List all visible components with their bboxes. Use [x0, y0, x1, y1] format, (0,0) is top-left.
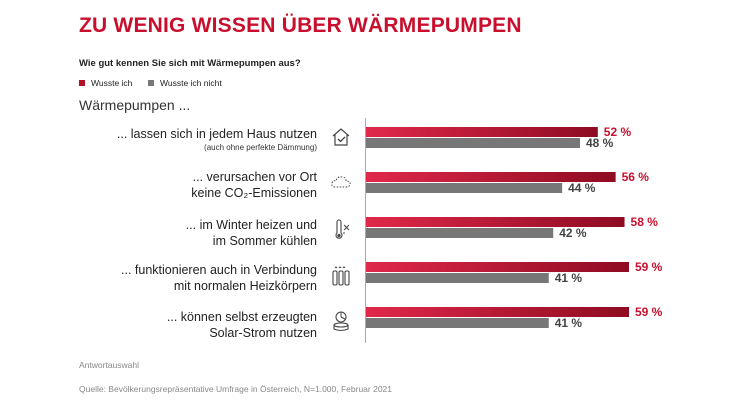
row-label-5: ... können selbst erzeugten Solar-Strom … [167, 309, 317, 341]
legend-label-knew: Wusste ich [91, 78, 133, 88]
legend-label-not-knew: Wusste ich nicht [160, 78, 222, 88]
row-label-2-line2: keine CO₂-Emissionen [191, 186, 317, 200]
row-label-4-line2: mit normalen Heizkörpern [173, 279, 317, 293]
bar-not-knew-1 [366, 138, 580, 148]
footer-source: Quelle: Bevölkerungsrepräsentative Umfra… [79, 384, 393, 394]
value-label-not-knew-1: 48 % [586, 136, 614, 150]
row-label-1-line2: (auch ohne perfekte Dämmung) [204, 143, 317, 152]
row-label-5-line2: Solar-Strom nutzen [209, 326, 317, 340]
bar-not-knew-3 [366, 228, 554, 238]
chart-subtitle: Wie gut kennen Sie sich mit Wärmepumpen … [79, 58, 301, 69]
value-label-not-knew-3: 42 % [559, 226, 587, 240]
legend-item-knew: Wusste ich [79, 78, 132, 88]
bar-knew-3 [366, 217, 625, 227]
row-label-4-line1: ... funktionieren auch in Verbindung [121, 263, 317, 277]
thermometer-icon [335, 219, 350, 239]
page-title: ZU WENIG WISSEN ÜBER WÄRMEPUMPEN [79, 14, 522, 37]
value-label-knew-3: 58 % [631, 215, 659, 229]
row-label-5-line1: ... können selbst erzeugten [166, 310, 317, 324]
bar-not-knew-5 [366, 318, 549, 328]
cloud-icon [331, 176, 351, 188]
row-label-3: ... im Winter heizen und im Sommer kühle… [186, 217, 317, 249]
row-label-3-line2: im Sommer kühlen [212, 234, 317, 248]
footer-note: Antwortauswahl [79, 360, 140, 370]
bar-knew-2 [366, 172, 616, 182]
value-label-knew-4: 59 % [635, 260, 663, 274]
row-label-1: ... lassen sich in jedem Haus nutzen (au… [117, 126, 317, 153]
row-label-1-line1: ... lassen sich in jedem Haus nutzen [116, 127, 317, 141]
bar-knew-5 [366, 307, 629, 317]
coins-chart-icon [333, 311, 349, 332]
row-label-2-line1: ... verursachen vor Ort [192, 170, 317, 184]
row-label-4: ... funktionieren auch in Verbindung mit… [121, 262, 317, 294]
value-label-not-knew-2: 44 % [568, 181, 596, 195]
group-label: Wärmepumpen ... [79, 97, 191, 113]
value-label-knew-1: 52 % [604, 125, 632, 139]
value-label-not-knew-4: 41 % [555, 271, 583, 285]
bar-not-knew-2 [366, 183, 563, 193]
value-label-knew-2: 56 % [622, 170, 650, 184]
house-check-icon [332, 128, 350, 146]
legend-swatch-not-knew [148, 80, 154, 86]
value-label-knew-5: 59 % [635, 305, 663, 319]
bar-knew-1 [366, 127, 598, 137]
legend-swatch-knew [79, 80, 85, 86]
chart-axis-line [365, 118, 366, 343]
row-label-2: ... verursachen vor Ort keine CO₂-Emissi… [191, 169, 317, 201]
bar-not-knew-4 [366, 273, 549, 283]
bar-knew-4 [366, 262, 629, 272]
row-label-3-line1: ... im Winter heizen und [185, 218, 317, 232]
value-label-not-knew-5: 41 % [555, 316, 583, 330]
legend-item-not-knew: Wusste ich nicht [148, 78, 222, 88]
radiator-icon [332, 266, 350, 286]
